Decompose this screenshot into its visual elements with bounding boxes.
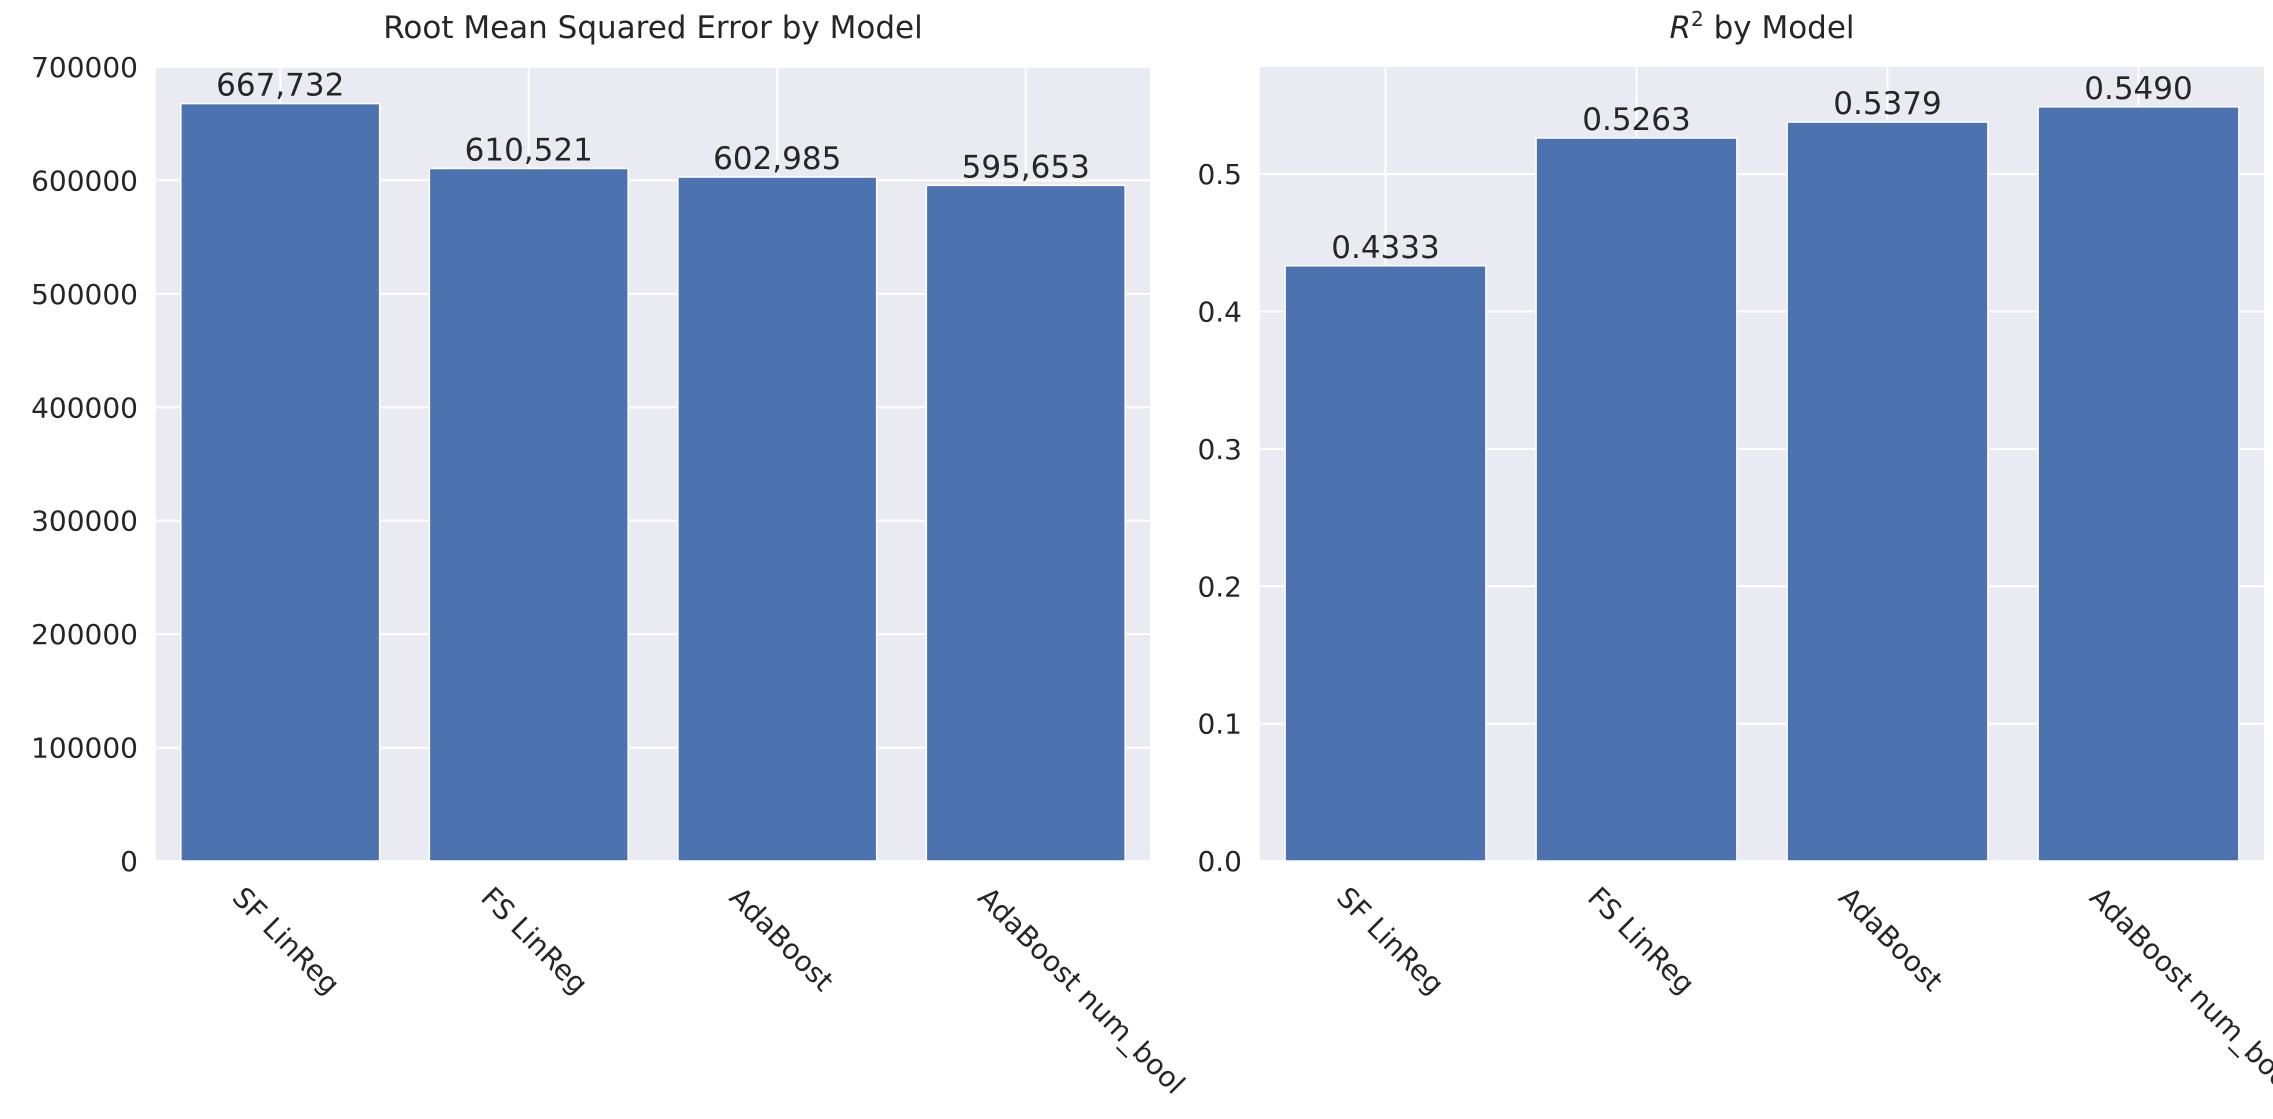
rmse-category-label: AdaBoost num_bool [971, 881, 1191, 1101]
r2-value-label: 0.5490 [2084, 71, 2192, 107]
r2-chart-title: R2 by Model [1669, 7, 1854, 46]
rmse-value-label: 595,653 [962, 149, 1090, 185]
rmse-value-label: 602,985 [713, 141, 841, 177]
rmse-y-tick-label: 600000 [31, 164, 138, 197]
rmse-y-tick-label: 700000 [31, 51, 138, 84]
r2-category-label: AdaBoost num_bool [2083, 881, 2273, 1101]
rmse-y-tick-label: 0 [120, 845, 138, 878]
r2-title-suffix: by Model [1714, 10, 1855, 46]
r2-y-tick-label: 0.0 [1197, 845, 1242, 878]
r2-y-tick-label: 0.4 [1197, 296, 1242, 329]
rmse-bar [180, 102, 381, 862]
r2-bar [1535, 137, 1738, 862]
rmse-bar [677, 176, 878, 862]
r2-bar [1786, 121, 1989, 862]
r2-category-label: FS LinReg [1581, 881, 1701, 1001]
r2-category-label: SF LinReg [1330, 881, 1450, 1001]
r2-value-label: 0.4333 [1331, 230, 1439, 266]
rmse-category-label: AdaBoost [723, 881, 840, 998]
rmse-bar [925, 184, 1126, 862]
rmse-y-tick-label: 300000 [31, 505, 138, 538]
rmse-x-tick-labels: SF LinReg FS LinReg AdaBoost AdaBoost num_b… [226, 881, 1191, 1101]
rmse-chart: 0 100000 200000 300000 400000 500000 600000 700… [31, 10, 1191, 1101]
r2-title-text [1704, 10, 1714, 46]
rmse-value-labels: 667,732 610,521 602,985 595,653 [216, 68, 1090, 186]
r2-y-tick-label: 0.1 [1197, 708, 1242, 741]
rmse-y-tick-label: 100000 [31, 732, 138, 765]
r2-chart: 0.0 0.1 0.2 0.3 0.4 0.5 SF LinReg FS LinReg Ada… [1197, 7, 2273, 1101]
r2-value-label: 0.5263 [1582, 102, 1690, 138]
r2-title-superscript: 2 [1691, 7, 1704, 31]
rmse-value-label: 667,732 [216, 68, 344, 104]
r2-y-tick-label: 0.5 [1197, 158, 1242, 191]
r2-value-label: 0.5379 [1833, 86, 1941, 122]
rmse-y-tick-labels: 0 100000 200000 300000 400000 500000 600000 700… [31, 51, 138, 878]
rmse-chart-title: Root Mean Squared Error by Model [383, 10, 922, 46]
r2-category-label: AdaBoost [1832, 881, 1949, 998]
r2-value-labels: 0.4333 0.5263 0.5379 0.5490 [1331, 71, 2192, 266]
rmse-y-tick-label: 200000 [31, 618, 138, 651]
rmse-bars [180, 102, 1126, 862]
r2-x-tick-labels: SF LinReg FS LinReg AdaBoost AdaBoost num_b… [1330, 881, 2273, 1101]
r2-bar [1284, 265, 1487, 862]
rmse-value-label: 610,521 [465, 132, 593, 168]
r2-bars [1284, 106, 2240, 862]
rmse-category-label: FS LinReg [474, 881, 594, 1001]
r2-bar [2037, 106, 2240, 862]
r2-y-tick-label: 0.2 [1197, 570, 1242, 603]
rmse-category-label: SF LinReg [226, 881, 346, 1001]
rmse-bar [428, 167, 629, 862]
r2-title-symbol: R [1669, 10, 1691, 46]
rmse-y-tick-label: 400000 [31, 391, 138, 424]
r2-y-tick-label: 0.3 [1197, 433, 1242, 466]
r2-y-tick-labels: 0.0 0.1 0.2 0.3 0.4 0.5 [1197, 158, 1242, 878]
rmse-y-tick-label: 500000 [31, 278, 138, 311]
